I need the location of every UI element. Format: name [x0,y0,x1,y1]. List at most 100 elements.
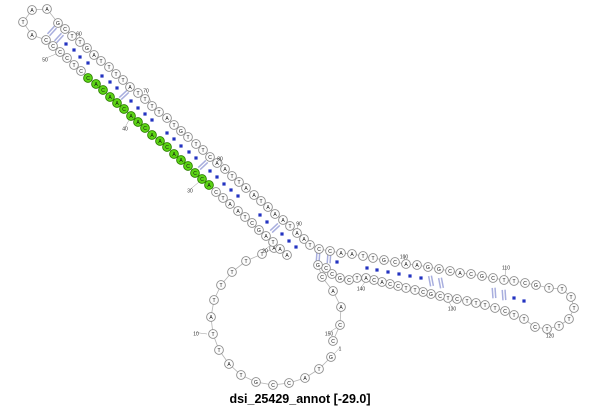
label-leader-line [504,266,507,277]
nucleotide-highlighted [190,168,200,178]
base-letter: T [114,72,117,78]
nucleotide-highlighted [133,117,143,127]
label-leader-line [189,181,200,190]
pair-dot [172,137,176,141]
base-letter: A [350,252,354,258]
pair-dot [179,144,183,148]
base-letter: T [143,97,146,103]
nucleotide [162,113,172,123]
nucleotide [462,296,472,306]
base-letter: G [437,267,441,273]
nucleotide [423,262,433,272]
base-letter: T [219,283,222,289]
position-label: 40 [122,127,128,133]
base-letter: T [567,317,570,323]
pair-line [120,91,130,101]
base-letter: C [317,247,321,253]
base-letter: T [547,286,550,292]
position-label: 60 [76,32,82,38]
base-letter: T [212,298,215,304]
nucleotide [27,30,37,40]
base-letter: C [86,76,90,82]
nucleotide [234,177,244,187]
nucleotide [292,228,302,238]
pair-line [494,287,497,299]
nucleotide [104,62,114,72]
base-letter: T [230,270,233,276]
pair-line [440,277,445,288]
nucleotide [268,237,278,247]
nucleotide [256,196,266,206]
base-letter: A [266,205,270,211]
base-letter: C [330,272,334,278]
nucleotide [344,275,354,285]
base-letter: T [308,243,311,249]
base-letter: A [223,167,227,173]
nucleotide [328,336,338,346]
base-letter: C [533,325,537,331]
base-letter: C [328,249,332,255]
base-letter: C [287,381,291,387]
position-label: 10 [193,332,199,338]
nucleotide [227,171,237,181]
nucleotide [55,47,65,57]
base-letter: C [393,260,397,266]
nucleotide-highlighted [98,85,108,95]
pair-line [118,89,128,99]
nucleotide [284,378,294,388]
nucleotide [335,320,345,330]
pair-dot [236,194,240,198]
pair-line [430,275,435,286]
pair-double-line [501,289,507,301]
nucleotide-highlighted [119,104,129,114]
base-letter: A [209,315,213,321]
nucleotide [336,248,346,258]
base-letter: T [474,301,477,307]
base-letter: T [259,199,262,205]
base-letter: C [122,107,126,113]
nucleotide [412,260,422,270]
nucleotide-highlighted [197,174,207,184]
nucleotide [519,314,529,324]
base-letter: G [480,274,484,280]
nucleotide [300,373,310,383]
base-letter: G [179,129,183,135]
base-letter: T [483,303,486,309]
base-letter: A [302,237,306,243]
pair-dot [386,270,390,274]
pair-dot [265,220,269,224]
nucleotide [542,324,552,334]
pair-dot [100,74,104,78]
nucleotide [314,244,324,254]
position-label: 110 [502,266,510,272]
nucleotide [285,221,295,231]
base-letter: G [316,263,320,269]
base-letter: A [364,276,368,282]
nucleotide [76,66,86,76]
pair-line [271,224,281,234]
pair-line [269,222,279,232]
base-letter: C [455,297,459,303]
nucleotide [299,234,309,244]
nucleotide [509,276,519,286]
base-letter: C [200,177,204,183]
base-letter: A [115,101,119,107]
pair-dot [222,182,226,186]
base-letter: A [303,376,307,382]
base-letter: G [338,276,342,282]
nucleotide [67,31,77,41]
base-letter: A [108,95,112,101]
nucleotide-highlighted [147,130,157,140]
position-label: 140 [357,287,366,293]
pair-dot [78,55,82,59]
base-letter: C [324,266,328,272]
nucleotide [544,283,554,293]
nucleotide [347,249,357,259]
pair-line [199,161,209,171]
base-letter: C [320,275,324,281]
base-letter: A [415,263,419,269]
pair-dot [365,266,369,270]
base-letter: G [329,355,333,361]
